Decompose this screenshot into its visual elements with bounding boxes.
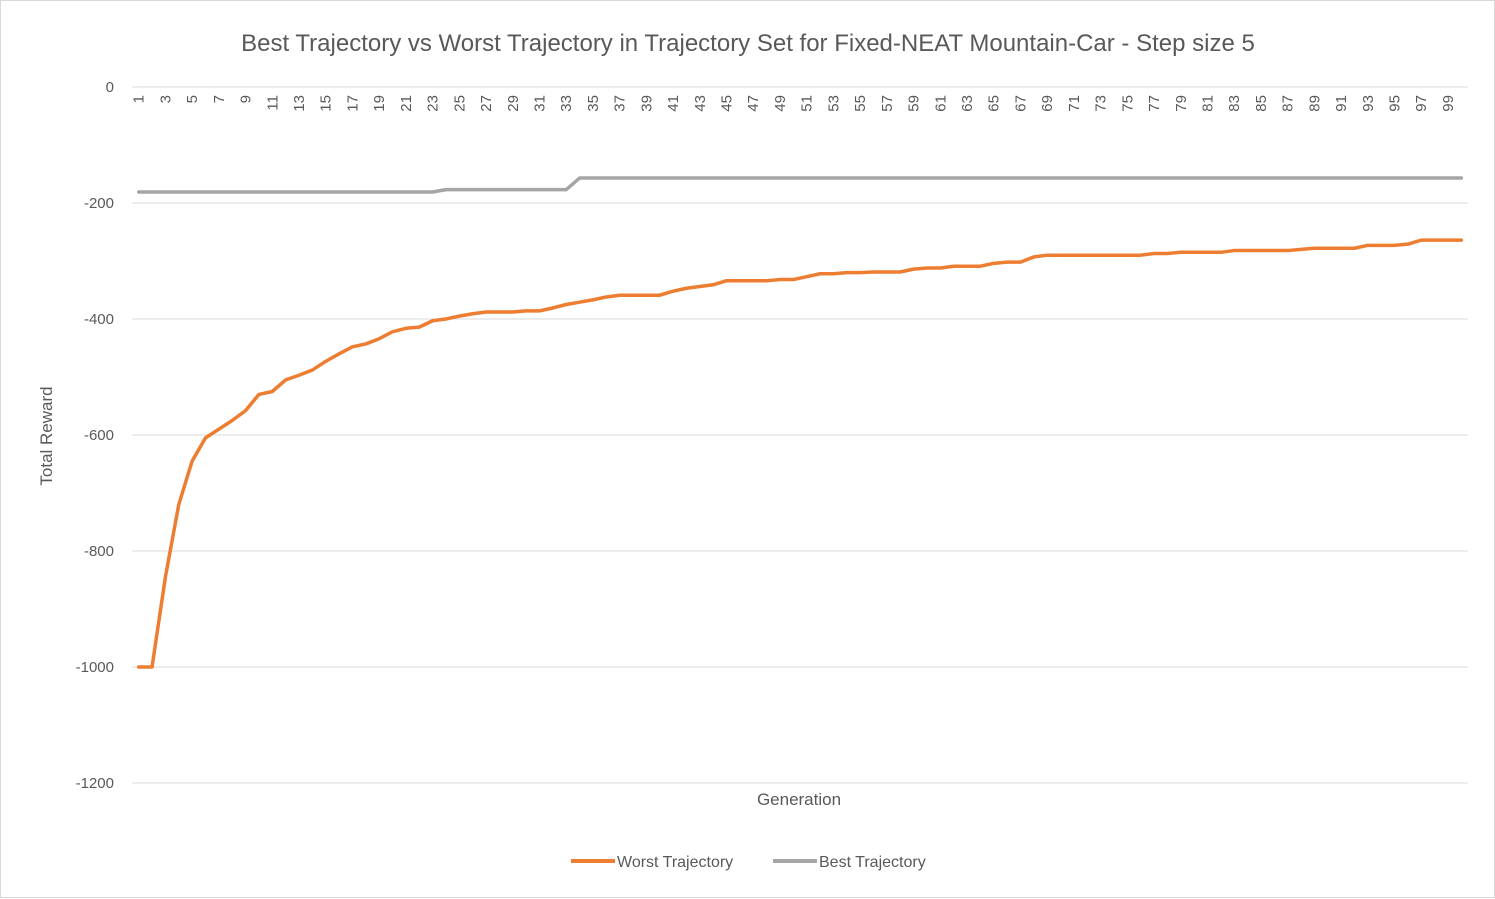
y-axis-title: Total Reward — [37, 386, 56, 485]
x-tick-label: 21 — [398, 95, 415, 112]
legend: Worst Trajectory Best Trajectory — [571, 854, 926, 871]
x-tick-label: 17 — [344, 95, 361, 112]
x-tick-label: 73 — [1093, 95, 1110, 112]
x-tick-label: 59 — [906, 95, 923, 112]
x-tick-label: 41 — [665, 95, 682, 112]
series-line-worst-trajectory — [136, 238, 1464, 669]
x-tick-label: 79 — [1173, 95, 1190, 112]
series-line-best-trajectory — [136, 176, 1464, 194]
x-tick-label: 89 — [1306, 95, 1323, 112]
x-tick-label: 9 — [238, 95, 255, 103]
x-tick-label: 31 — [531, 95, 548, 112]
x-tick-label: 33 — [558, 95, 575, 112]
x-tick-label: 77 — [1146, 95, 1163, 112]
y-tick-label: -1200 — [76, 775, 114, 792]
y-tick-label: -1000 — [76, 659, 114, 676]
x-tick-label: 19 — [371, 95, 388, 112]
x-tick-label: 15 — [318, 95, 335, 112]
x-tick-label: 37 — [612, 95, 629, 112]
x-tick-label: 11 — [264, 95, 281, 111]
x-tick-label: 97 — [1413, 95, 1430, 112]
legend-label: Best Trajectory — [819, 854, 926, 871]
x-tick-label: 99 — [1440, 95, 1457, 112]
x-tick-label: 85 — [1253, 95, 1270, 112]
legend-label: Worst Trajectory — [617, 854, 733, 871]
y-tick-label: -400 — [84, 311, 114, 328]
x-tick-label: 27 — [478, 95, 495, 112]
x-tick-label: 45 — [719, 95, 736, 112]
x-tick-label: 95 — [1387, 95, 1404, 112]
x-tick-label: 69 — [1039, 95, 1056, 112]
x-tick-label: 47 — [745, 95, 762, 112]
legend-item-best-trajectory: Best Trajectory — [773, 854, 926, 871]
x-tick-label: 65 — [986, 95, 1003, 112]
x-tick-label: 91 — [1333, 95, 1350, 112]
x-tick-label: 55 — [852, 95, 869, 112]
x-tick-label: 71 — [1066, 95, 1083, 112]
x-tick-label: 5 — [184, 95, 201, 103]
x-tick-label: 83 — [1226, 95, 1243, 112]
x-tick-label: 49 — [772, 95, 789, 112]
x-tick-label: 3 — [157, 95, 174, 103]
x-tick-label: 29 — [505, 95, 522, 112]
series-lines — [136, 176, 1464, 669]
x-tick-label: 53 — [825, 95, 842, 112]
x-tick-label: 61 — [932, 95, 949, 112]
x-tick-label: 51 — [799, 95, 816, 112]
x-tick-label: 13 — [291, 95, 308, 112]
chart-title: Best Trajectory vs Worst Trajectory in T… — [241, 30, 1255, 57]
x-tick-label: 67 — [1012, 95, 1029, 112]
x-axis-title: Generation — [757, 790, 841, 809]
x-tick-label: 87 — [1280, 95, 1297, 112]
gridlines — [132, 202, 1468, 784]
y-tick-label: -200 — [84, 195, 114, 212]
y-tick-label: 0 — [106, 79, 114, 96]
x-tick-label: 43 — [692, 95, 709, 112]
legend-item-worst-trajectory: Worst Trajectory — [571, 854, 733, 871]
x-tick-label: 93 — [1360, 95, 1377, 112]
x-tick-label: 25 — [451, 95, 468, 112]
x-tick-label: 81 — [1199, 95, 1216, 112]
x-tick-label: 39 — [638, 95, 655, 112]
y-tick-label: -800 — [84, 543, 114, 560]
x-axis-tick-labels: 1 3 5 7 9 11 13 15 17 19 21 23 25 27 29 31 33 35 37 39 41 43 4… — [131, 95, 1457, 112]
x-tick-label: 1 — [131, 95, 148, 103]
x-tick-label: 7 — [211, 95, 228, 103]
x-tick-label: 35 — [585, 95, 602, 112]
x-tick-label: 63 — [959, 95, 976, 112]
x-tick-label: 75 — [1119, 95, 1136, 112]
x-tick-label: 23 — [425, 95, 442, 112]
x-tick-label: 57 — [879, 95, 896, 112]
y-tick-label: -600 — [84, 427, 114, 444]
y-axis-tick-labels: 0 -200 -400 -600 -800 -1000 -1200 — [76, 79, 114, 792]
